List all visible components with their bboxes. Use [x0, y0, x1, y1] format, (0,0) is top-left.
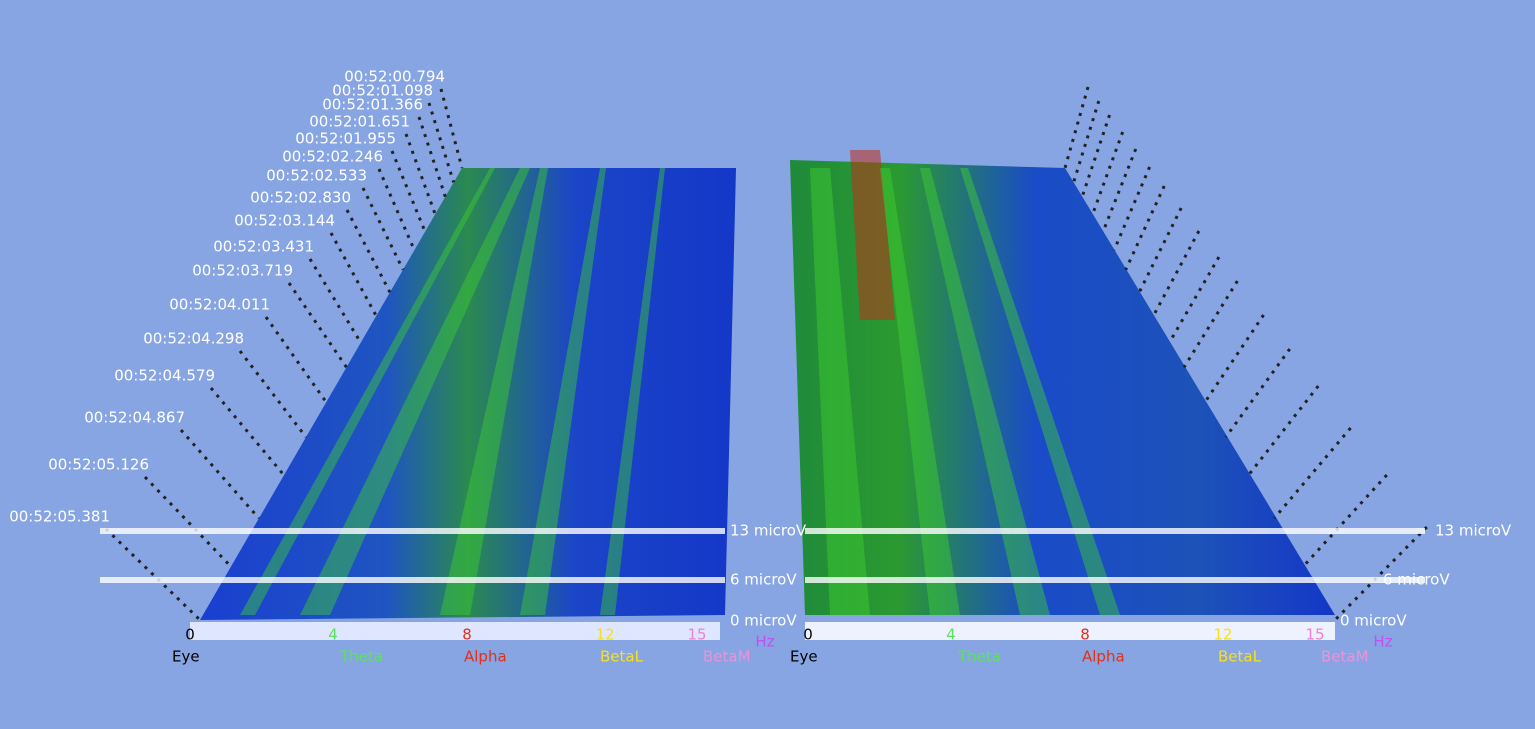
frequency-tick: 8: [1080, 626, 1090, 644]
band-label: Theta: [339, 648, 383, 666]
frequency-tick: 0: [803, 626, 813, 644]
surface-streak: [240, 168, 495, 615]
time-label: 00:52:00.794: [344, 68, 445, 86]
frequency-tick: 4: [328, 626, 338, 644]
time-guide: [1182, 280, 1239, 369]
time-guide: [329, 232, 378, 317]
time-label: 00:52:04.298: [143, 330, 244, 348]
time-guide: [1137, 207, 1183, 293]
frequency-tick: 15: [1305, 626, 1324, 644]
time-guide: [1124, 185, 1166, 271]
time-guide: [308, 258, 363, 344]
time-label: 00:52:05.126: [48, 456, 149, 474]
surface-left: [200, 168, 736, 620]
band-label: Alpha: [1082, 648, 1125, 666]
time-label: 00:52:01.955: [295, 130, 396, 148]
surface-streak: [880, 168, 960, 615]
surface-streak: [600, 168, 665, 615]
time-guide: [417, 116, 447, 198]
time-guide: [1063, 86, 1090, 169]
time-guide: [1152, 230, 1201, 317]
surface-streak: [960, 168, 1120, 615]
time-guide: [377, 168, 416, 251]
time-guide: [104, 527, 202, 622]
amplitude-line: [805, 577, 1425, 583]
time-label: 00:52:02.533: [266, 167, 367, 185]
band-label: BetaM: [1321, 648, 1369, 666]
time-guide: [179, 429, 261, 520]
time-label: 00:52:04.867: [84, 409, 185, 427]
amplitude-line: [100, 528, 725, 534]
band-label: Eye: [790, 648, 818, 666]
amplitude-line: [805, 528, 1425, 534]
time-guide: [1112, 166, 1151, 251]
time-guide: [238, 350, 308, 439]
time-guide: [143, 475, 233, 568]
time-label: 00:52:02.830: [250, 189, 351, 207]
time-guide: [287, 282, 348, 369]
surface-streak: [440, 168, 548, 615]
time-label: 00:52:03.719: [192, 262, 293, 280]
time-label: 00:52:02.246: [282, 148, 383, 166]
time-label: 00:52:04.579: [114, 367, 215, 385]
time-guide: [1273, 427, 1352, 520]
frequency-unit: Hz: [755, 633, 774, 651]
band-label: Theta: [957, 648, 1001, 666]
time-guide: [1247, 385, 1320, 477]
time-guide: [209, 387, 286, 477]
frequency-unit: Hz: [1373, 633, 1392, 651]
frequency-tick: 12: [1213, 626, 1232, 644]
surface-streak: [300, 168, 530, 615]
amplitude-label: 0 microV: [1340, 612, 1407, 630]
band-label: BetaM: [703, 648, 751, 666]
time-label: 00:52:03.431: [213, 238, 314, 256]
time-label: 00:52:04.011: [169, 296, 270, 314]
scene: [200, 150, 1335, 620]
time-guide: [345, 209, 392, 293]
surface-streak: [920, 168, 1050, 615]
time-guide: [1101, 148, 1138, 233]
amplitude-label: 6 microV: [1383, 571, 1450, 589]
frequency-tick: 12: [595, 626, 614, 644]
band-label: Eye: [172, 648, 200, 666]
time-guide: [1080, 114, 1111, 198]
peak: [850, 150, 895, 320]
amplitude-line: [100, 577, 725, 583]
frequency-tick: 4: [946, 626, 956, 644]
band-label: BetaL: [1218, 648, 1262, 666]
time-guide: [427, 102, 456, 183]
amplitude-label: 0 microV: [730, 612, 797, 630]
time-label: 00:52:03.144: [234, 212, 335, 230]
time-guide: [1301, 473, 1388, 568]
time-guide: [404, 133, 437, 215]
time-guide: [1333, 525, 1428, 622]
time-guide: [361, 187, 405, 271]
time-label: 00:52:01.366: [322, 96, 423, 114]
time-guide: [390, 150, 427, 233]
floor-right: [805, 622, 1335, 640]
time-guide: [1203, 314, 1265, 404]
floor-left: [190, 622, 720, 640]
band-label: Alpha: [464, 648, 507, 666]
amplitude-label: 13 microV: [1435, 522, 1512, 540]
time-guide: [1224, 348, 1291, 439]
surface-streak: [520, 168, 606, 615]
time-label: 00:52:05.381: [9, 508, 110, 526]
frequency-tick: 15: [687, 626, 706, 644]
surface-streak: [810, 168, 870, 615]
surface-right: [790, 160, 1335, 615]
frequency-tick: 8: [462, 626, 472, 644]
time-label: 00:52:01.651: [309, 113, 410, 131]
time-guide: [264, 316, 328, 404]
frequency-tick: 0: [185, 626, 195, 644]
amplitude-label: 13 microV: [730, 522, 807, 540]
time-guide: [1168, 256, 1221, 344]
band-label: BetaL: [600, 648, 644, 666]
time-guide: [1072, 100, 1101, 183]
amplitude-label: 6 microV: [730, 571, 797, 589]
time-guide: [1091, 131, 1125, 215]
time-label: 00:52:01.098: [332, 82, 433, 100]
